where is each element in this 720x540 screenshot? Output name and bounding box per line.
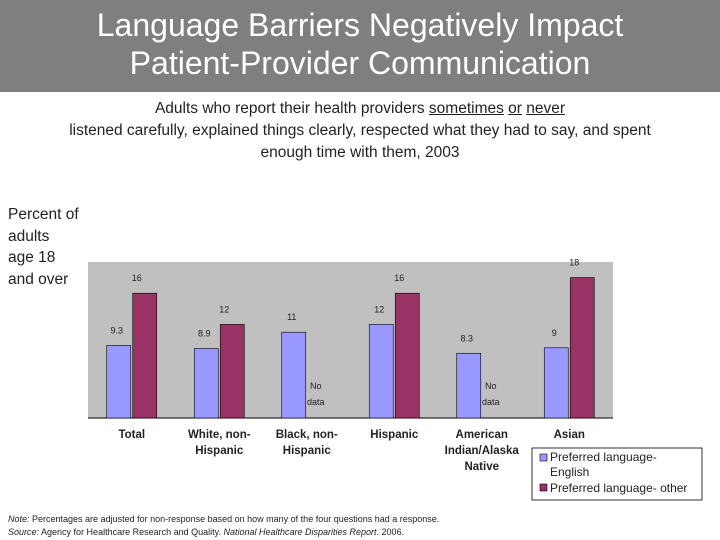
- x-tick-label: Asian: [554, 429, 585, 441]
- x-tick-label: American: [456, 429, 508, 441]
- legend-label-english: Preferred language-: [550, 450, 657, 464]
- bar-english: [281, 331, 307, 419]
- no-data-label: data: [307, 397, 325, 407]
- x-tick-label: Total: [118, 429, 145, 441]
- data-label-other: 16: [394, 273, 404, 283]
- x-tick-label: Black, non-: [276, 429, 338, 441]
- y-axis-label-line: age 18: [8, 249, 56, 266]
- source-line: Source: Agency for Healthcare Research a…: [8, 526, 439, 539]
- bar-english: [193, 348, 219, 419]
- no-data-label: No: [310, 381, 322, 391]
- no-data-label: No: [485, 381, 497, 391]
- data-label-english: 11: [287, 312, 296, 322]
- data-label-english: 9: [552, 328, 557, 338]
- bar-other: [219, 324, 245, 419]
- data-label-english: 12: [374, 304, 384, 314]
- note-line: Note: Percentages are adjusted for non-r…: [8, 513, 439, 526]
- x-tick-label: Hispanic: [195, 445, 244, 457]
- source-end: . 2006.: [376, 527, 405, 537]
- bar-english: [543, 347, 569, 419]
- bar-other: [132, 292, 158, 419]
- subtitle-lead: Adults who report their health providers: [154, 100, 429, 117]
- x-tick-label: White, non-: [188, 429, 251, 441]
- y-axis-label-line: Percent of: [8, 206, 79, 223]
- subtitle-or: or: [508, 100, 522, 117]
- y-axis-label-line: adults: [8, 227, 50, 245]
- data-label-other: 16: [132, 273, 142, 283]
- footnote: Note: Percentages are adjusted for non-r…: [8, 513, 439, 539]
- subtitle-sometimes: sometimes: [428, 100, 504, 117]
- note-prefix: Note:: [8, 514, 30, 524]
- no-data-label: data: [482, 397, 500, 407]
- bar-english: [106, 345, 132, 419]
- source-report: National Healthcare Disparities Report: [223, 527, 377, 537]
- source-text: Agency for Healthcare Research and Quali…: [39, 527, 224, 537]
- source-prefix: Source:: [8, 527, 40, 537]
- chart-subtitle: Adults who report their health providers…: [0, 98, 720, 164]
- bar-other: [394, 292, 420, 419]
- legend-label-other: Preferred language- other: [550, 481, 687, 495]
- plot-area: [88, 262, 613, 418]
- legend-box: [531, 447, 703, 501]
- legend-swatch-english: [539, 453, 548, 462]
- x-tick-label: Hispanic: [283, 445, 332, 457]
- data-label-english: 8.3: [460, 333, 473, 343]
- bar-other: [569, 277, 595, 419]
- title-bar: Language Barriers Negatively Impact Pati…: [0, 0, 720, 92]
- data-label-other: 18: [569, 258, 579, 268]
- x-tick-label: Hispanic: [370, 429, 419, 441]
- y-axis-label-line: and over: [8, 270, 69, 288]
- subtitle-never: never: [526, 100, 566, 117]
- title-line-2: Patient-Provider Communication: [129, 45, 591, 81]
- subtitle-line-3: enough time with them, 2003: [260, 144, 460, 161]
- bar-english: [368, 324, 394, 419]
- x-tick-label: Native: [464, 461, 499, 473]
- legend-swatch-other: [539, 483, 548, 492]
- subtitle-line-1: Adults who report their health providers…: [0, 98, 720, 120]
- bar-english: [456, 352, 482, 419]
- data-label-english: 8.9: [198, 329, 211, 339]
- data-label-other: 12: [219, 304, 229, 314]
- subtitle-line-2: listened carefully, explained things cle…: [69, 122, 651, 139]
- legend-label-english: English: [550, 465, 589, 479]
- title-line-1: Language Barriers Negatively Impact: [96, 7, 624, 43]
- data-label-english: 9.3: [110, 325, 123, 335]
- note-text: Percentages are adjusted for non-respons…: [29, 514, 440, 524]
- y-axis-label: Percent of adults age 18 and over: [8, 204, 79, 290]
- x-tick-label: Indian/Alaska: [445, 445, 520, 457]
